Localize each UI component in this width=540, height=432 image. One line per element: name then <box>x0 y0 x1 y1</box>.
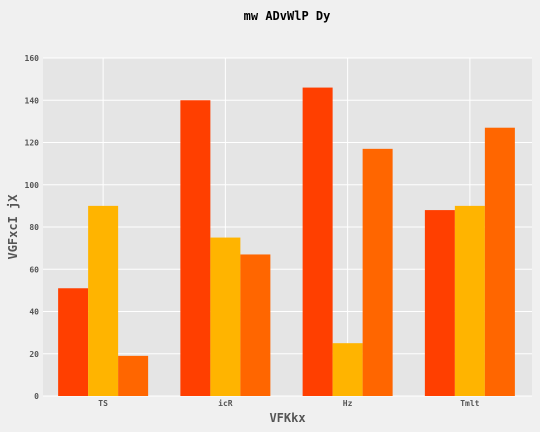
y-tick-label: 140 <box>25 96 40 105</box>
y-tick-labels: 0 20 40 60 80 100 120 140 160 <box>25 54 40 401</box>
bar-Tmlt-series-1 <box>424 210 455 396</box>
y-axis-label: VGFxcI jX <box>6 194 20 260</box>
y-tick-label: 100 <box>25 181 40 190</box>
x-tick-labels: TS icR Hz Tmlt <box>98 398 479 408</box>
y-tick-label: 80 <box>29 223 39 232</box>
y-tick-label: 60 <box>29 265 39 274</box>
y-tick-label: 0 <box>34 392 39 401</box>
bar-TS-series-2 <box>88 205 119 396</box>
x-axis-label: VFKkx <box>269 411 305 425</box>
x-tick-label: icR <box>218 398 233 408</box>
x-tick-label: Hz <box>343 399 353 408</box>
bar-TS-series-1 <box>58 288 89 396</box>
bars <box>58 87 515 397</box>
bar-Hz-series-3 <box>362 148 393 396</box>
y-tick-label: 160 <box>25 54 40 63</box>
bar-icR-series-1 <box>180 100 211 396</box>
y-tick-label: 120 <box>25 139 40 148</box>
bar-Hz-series-2 <box>332 343 363 396</box>
x-tick-label: TS <box>98 399 108 408</box>
bar-Tmlt-series-3 <box>484 127 515 397</box>
bar-TS-series-3 <box>118 355 149 396</box>
chart-title: mw ADvWlP Dy <box>244 9 331 23</box>
bar-icR-series-3 <box>240 254 271 396</box>
y-tick-label: 20 <box>29 350 39 359</box>
y-tick-label: 40 <box>29 308 39 317</box>
bar-Tmlt-series-2 <box>454 205 485 396</box>
bar-icR-series-2 <box>210 237 241 396</box>
x-tick-label: Tmlt <box>460 399 479 408</box>
bar-Hz-series-1 <box>302 87 333 396</box>
